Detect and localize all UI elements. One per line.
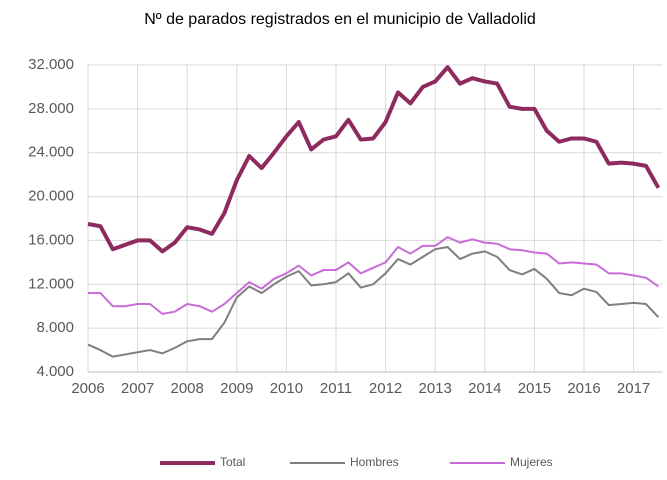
x-tick-label: 2010	[270, 380, 303, 397]
chart-title: Nº de parados registrados en el municipi…	[144, 11, 536, 28]
line-1	[87, 246, 660, 358]
x-tick-label: 2011	[320, 380, 352, 397]
y-tick-label: 32.000	[28, 56, 74, 73]
legend-label: Total	[220, 455, 245, 469]
y-tick-label: 16.000	[28, 231, 74, 248]
x-tick-label: 2009	[220, 380, 253, 397]
y-tick-label: 12.000	[28, 275, 74, 292]
y-tick-label: 8.000	[36, 319, 74, 336]
x-tick-label: 2008	[171, 380, 204, 397]
x-tick-label: 2015	[518, 380, 551, 397]
y-tick-label: 20.000	[28, 188, 74, 205]
x-tick-label: 2017	[617, 380, 650, 397]
y-tick-label: 4.000	[36, 363, 74, 380]
legend-label: Mujeres	[510, 455, 553, 469]
legend-label: Hombres	[350, 455, 399, 469]
x-tick-label: 2013	[419, 380, 452, 397]
x-tick-label: 2016	[567, 380, 600, 397]
line-2	[88, 236, 659, 315]
line-0	[87, 65, 661, 254]
x-tick-label: 2012	[369, 380, 402, 397]
x-tick-label: 2014	[468, 380, 501, 397]
y-tick-label: 24.000	[28, 144, 74, 161]
y-tick-label: 28.000	[28, 100, 74, 117]
x-tick-label: 2007	[121, 380, 154, 397]
x-tick-label: 2006	[71, 380, 104, 397]
